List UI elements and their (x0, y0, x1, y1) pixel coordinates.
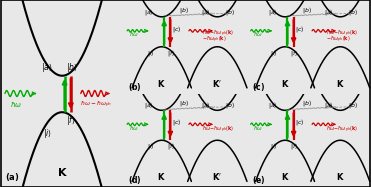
Text: $|f\rangle$: $|f\rangle$ (66, 114, 75, 127)
Text: $\hbar\omega{-}\hbar\omega_{ph}(\mathbf{k})$: $\hbar\omega{-}\hbar\omega_{ph}(\mathbf{… (203, 125, 234, 135)
Text: $|b\rangle$: $|b\rangle$ (348, 7, 358, 17)
Text: $\hbar\omega$: $\hbar\omega$ (10, 100, 22, 109)
Text: $\mathbf{(a)}$: $\mathbf{(a)}$ (5, 171, 20, 183)
Text: $\mathbf{K}$: $\mathbf{K}$ (57, 166, 68, 178)
Text: $-\hbar\omega_{ph}(\mathbf{k})$: $-\hbar\omega_{ph}(\mathbf{k})$ (326, 35, 350, 45)
Text: $|a\rangle$: $|a\rangle$ (201, 100, 211, 110)
Text: $|c\rangle$: $|c\rangle$ (172, 117, 181, 128)
Text: $|f\rangle$: $|f\rangle$ (290, 141, 298, 151)
Text: $|b\rangle$: $|b\rangle$ (179, 99, 189, 108)
Text: $|f\rangle$: $|f\rangle$ (167, 48, 175, 58)
Text: $\mathbf{(d)}$: $\mathbf{(d)}$ (128, 174, 142, 186)
Text: $|a\rangle$: $|a\rangle$ (41, 61, 52, 74)
Text: $|a\rangle$: $|a\rangle$ (201, 7, 211, 17)
Text: $\mathbf{K}$: $\mathbf{K}$ (281, 78, 289, 89)
Text: $\mathbf{K}$: $\mathbf{K}$ (157, 171, 166, 183)
Text: $|i\rangle$: $|i\rangle$ (270, 141, 278, 151)
Text: $|i\rangle$: $|i\rangle$ (270, 48, 278, 58)
Text: $|b\rangle$: $|b\rangle$ (179, 5, 189, 15)
Text: $\hbar\omega{-}\hbar\omega_{ph}(\mathbf{k})$: $\hbar\omega{-}\hbar\omega_{ph}(\mathbf{… (326, 29, 358, 39)
Text: $\mathbf{K}$: $\mathbf{K}$ (336, 171, 345, 183)
Text: $|i\rangle$: $|i\rangle$ (147, 141, 154, 151)
Text: $|b\rangle$: $|b\rangle$ (302, 5, 312, 15)
Text: $\mathbf{K'}$: $\mathbf{K'}$ (212, 171, 222, 183)
Text: $\hbar\omega$: $\hbar\omega$ (129, 124, 139, 132)
Text: $|b\rangle$: $|b\rangle$ (66, 61, 78, 74)
Text: $|a\rangle$: $|a\rangle$ (144, 100, 154, 110)
Text: $\mathbf{(b)}$: $\mathbf{(b)}$ (128, 81, 142, 93)
Text: $\hbar\omega{-}\hbar\omega_{ph}(\mathbf{k})$: $\hbar\omega{-}\hbar\omega_{ph}(\mathbf{… (203, 29, 234, 39)
Text: $|a\rangle$: $|a\rangle$ (324, 100, 334, 110)
Text: $|a\rangle$: $|a\rangle$ (268, 100, 278, 110)
Text: $\hbar\omega$: $\hbar\omega$ (253, 124, 263, 132)
Text: $|c\rangle$: $|c\rangle$ (295, 24, 304, 34)
Text: $|b\rangle$: $|b\rangle$ (225, 100, 235, 110)
Text: $|c\rangle$: $|c\rangle$ (295, 117, 304, 128)
Text: $|i\rangle$: $|i\rangle$ (43, 127, 52, 140)
Text: $|b\rangle$: $|b\rangle$ (302, 99, 312, 108)
Text: $\mathbf{K'}$: $\mathbf{K'}$ (212, 78, 222, 89)
Text: $\hbar\omega$: $\hbar\omega$ (253, 30, 263, 39)
Text: $|i\rangle$: $|i\rangle$ (147, 48, 154, 58)
Text: $\mathbf{K}$: $\mathbf{K}$ (157, 78, 166, 89)
Text: $-\hbar\omega_{ph}(\mathbf{k})$: $-\hbar\omega_{ph}(\mathbf{k})$ (203, 35, 227, 45)
Text: $\mathbf{(e)}$: $\mathbf{(e)}$ (252, 174, 265, 186)
Text: $|f\rangle$: $|f\rangle$ (290, 48, 298, 58)
Text: $|a\rangle$: $|a\rangle$ (144, 7, 154, 17)
Text: $|c\rangle$: $|c\rangle$ (172, 24, 181, 34)
Text: $|b\rangle$: $|b\rangle$ (225, 7, 235, 17)
Text: $\hbar\omega$: $\hbar\omega$ (129, 30, 139, 39)
Text: $|a\rangle$: $|a\rangle$ (268, 7, 278, 17)
Text: $\mathbf{K}$: $\mathbf{K}$ (281, 171, 289, 183)
Text: $|a\rangle$: $|a\rangle$ (324, 7, 334, 17)
Text: $|f\rangle$: $|f\rangle$ (167, 141, 175, 151)
Text: $\mathbf{K}$: $\mathbf{K}$ (336, 78, 345, 89)
Text: $|b\rangle$: $|b\rangle$ (348, 100, 358, 110)
Text: $\mathbf{(c)}$: $\mathbf{(c)}$ (252, 81, 265, 93)
Text: $\hbar\omega - \hbar\omega_{ph}$: $\hbar\omega - \hbar\omega_{ph}$ (80, 100, 112, 111)
Text: $\hbar\omega{-}\hbar\omega_{ph}(\mathbf{k})$: $\hbar\omega{-}\hbar\omega_{ph}(\mathbf{… (326, 125, 358, 135)
